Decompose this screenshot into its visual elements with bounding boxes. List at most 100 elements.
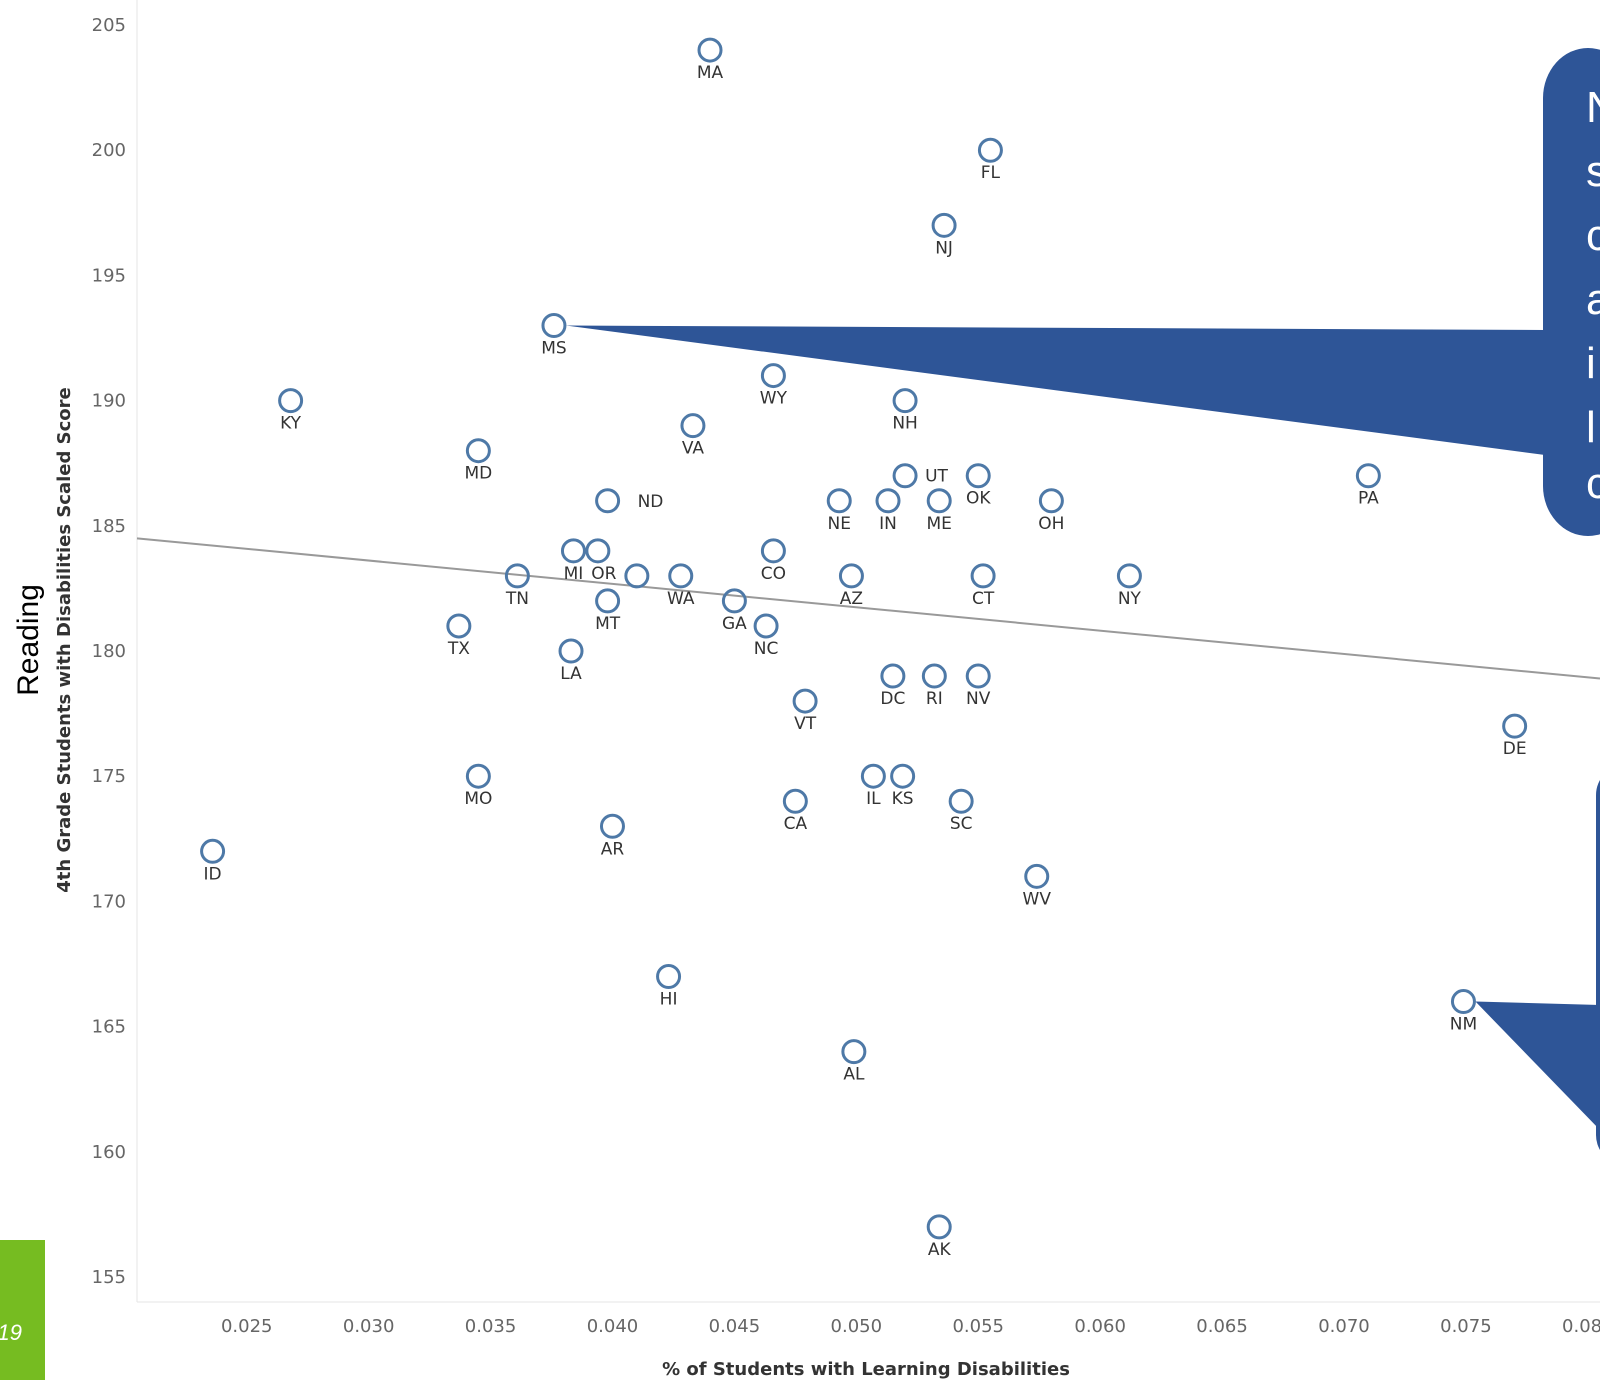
data-point [465, 763, 491, 789]
x-tick-label: 0.075 [1440, 1316, 1492, 1337]
callout-bottom [1475, 780, 1600, 1150]
callout-top: N s c a i l c [565, 48, 1600, 536]
data-point [721, 588, 747, 614]
point-label: MO [464, 789, 492, 809]
callout-top-letter-3: c [1586, 211, 1600, 260]
point-label: IL [866, 789, 881, 809]
x-tick-label: 0.070 [1318, 1316, 1370, 1337]
data-point [278, 388, 304, 414]
point-label: MS [541, 339, 566, 359]
point-label: RI [926, 689, 943, 709]
callout-top-box [1543, 48, 1600, 536]
data-point [880, 663, 906, 689]
data-point [697, 37, 723, 63]
point-label: MI [564, 564, 584, 584]
callout-top-letter-1: N [1586, 83, 1600, 132]
x-tick-label: 0.045 [709, 1316, 761, 1337]
point-label: KS [892, 789, 914, 809]
point-label: DE [1503, 739, 1527, 759]
data-point [760, 538, 786, 564]
y-tick-label: 170 [92, 891, 126, 912]
point-label: AK [928, 1240, 952, 1260]
callout-top-pointer [565, 325, 1545, 455]
data-point [860, 763, 886, 789]
page-number: 19 [0, 1320, 22, 1345]
data-point [200, 838, 226, 864]
x-tick-label: 0.035 [465, 1316, 517, 1337]
point-label: TX [447, 639, 470, 659]
point-label: CA [784, 814, 808, 834]
data-point [782, 788, 808, 814]
callout-bottom-pointer [1475, 1001, 1600, 1130]
y-tick-label: 195 [92, 265, 126, 286]
data-point [656, 964, 682, 989]
x-axis-title: % of Students with Learning Disabilities [662, 1359, 1070, 1380]
point-label: WV [1023, 889, 1052, 909]
x-tick-labels: 0.025 0.030 0.035 0.040 0.045 0.050 0.055 0.060… [221, 1316, 1600, 1337]
y-tick-label: 155 [92, 1267, 126, 1288]
data-point [465, 438, 491, 464]
x-tick-label: 0.050 [831, 1316, 883, 1337]
point-label: NJ [935, 238, 953, 258]
data-point [595, 488, 621, 514]
point-label: NY [1118, 589, 1142, 609]
point-label: WY [760, 389, 788, 409]
point-label: LA [560, 664, 582, 684]
data-point [926, 1214, 952, 1240]
data-point [760, 363, 786, 389]
y-tick-labels: 155 160 165 170 175 180 185 190 195 200 205 [92, 15, 126, 1288]
data-point [931, 212, 957, 238]
y-axis-title: 4th Grade Students with Disabilities Sca… [54, 387, 75, 892]
data-point [890, 763, 916, 789]
y-tick-label: 160 [92, 1142, 126, 1163]
point-label: GA [722, 614, 747, 634]
point-label: SC [950, 814, 973, 834]
data-point [826, 488, 852, 514]
point-label: VA [682, 439, 705, 459]
point-labels: MA FL NJ MS WY KY NH VA MD UT OK PA ND NE IN ME OH MI OR CO… [204, 63, 1527, 1260]
point-label: OR [591, 564, 616, 584]
data-point [585, 538, 611, 564]
y-tick-label: 180 [92, 641, 126, 662]
point-label: PA [1358, 489, 1379, 509]
callout-top-letter-6: l [1586, 403, 1596, 452]
data-point [970, 563, 996, 589]
x-tick-label: 0.080 [1562, 1316, 1600, 1337]
point-label: OK [966, 489, 991, 509]
data-point [792, 688, 818, 714]
data-point [875, 488, 901, 514]
point-label: NM [1450, 1015, 1477, 1035]
data-point [753, 613, 779, 639]
point-label: AL [843, 1065, 865, 1085]
point-label: MT [595, 614, 621, 634]
point-label: CO [761, 564, 786, 584]
callout-top-letter-2: s [1586, 147, 1600, 196]
x-tick-label: 0.040 [587, 1316, 639, 1337]
point-label: ID [204, 864, 222, 884]
data-point [599, 813, 625, 839]
x-tick-label: 0.060 [1074, 1316, 1126, 1337]
point-label: KY [280, 414, 302, 434]
y-tick-label: 165 [92, 1017, 126, 1038]
callout-top-letter-7: c [1586, 459, 1600, 508]
data-point [1038, 488, 1064, 514]
y-tick-label: 185 [92, 516, 126, 537]
point-label: ME [927, 514, 952, 534]
point-label: MD [464, 464, 492, 484]
point-label: NC [754, 639, 779, 659]
data-point [541, 313, 567, 338]
data-point [1024, 863, 1050, 889]
x-tick-label: 0.030 [343, 1316, 395, 1337]
data-point [892, 463, 918, 489]
data-point [965, 463, 991, 489]
data-point [560, 538, 586, 564]
data-point [1450, 989, 1476, 1015]
callout-top-letter-4: a [1586, 275, 1600, 324]
y-tick-label: 175 [92, 766, 126, 787]
trend-line [136, 537, 1600, 680]
point-label: NH [892, 414, 918, 434]
point-label: CT [972, 589, 995, 609]
point-label: VT [794, 714, 817, 734]
point-label: OH [1038, 514, 1064, 534]
callout-top-letter-5: i [1586, 339, 1596, 388]
